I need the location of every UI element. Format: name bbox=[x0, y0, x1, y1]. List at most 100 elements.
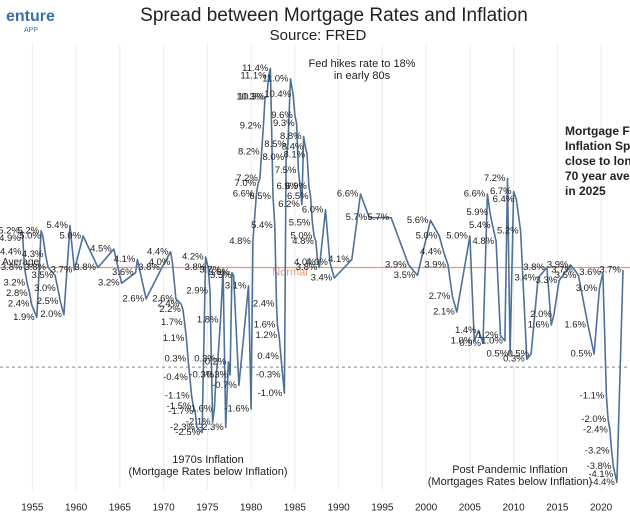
value-label: 2.7% bbox=[429, 291, 451, 302]
value-label: 2.6% bbox=[122, 293, 144, 304]
value-label: 1.0% bbox=[481, 335, 503, 346]
value-label: -1.1% bbox=[580, 390, 605, 401]
value-label: 4.4% bbox=[147, 246, 169, 257]
value-label: 1.6% bbox=[528, 320, 550, 331]
value-label: 0.2% bbox=[205, 356, 227, 367]
value-label: -3.2% bbox=[585, 445, 610, 456]
x-tick-label: 1970 bbox=[153, 503, 176, 514]
value-label: 2.0% bbox=[530, 309, 552, 320]
value-label: 3.9% bbox=[385, 259, 407, 270]
value-label: 0.5% bbox=[507, 348, 529, 359]
value-label: 4.0% bbox=[294, 257, 316, 268]
value-label: 3.8% bbox=[296, 262, 318, 273]
value-label: -2.1% bbox=[186, 417, 211, 428]
value-label: 4.1% bbox=[328, 254, 350, 265]
value-label: 3.5% bbox=[394, 270, 416, 281]
value-label: 1.2% bbox=[477, 330, 499, 341]
x-tick-label: 1995 bbox=[371, 503, 394, 514]
value-label: 9.3% bbox=[273, 118, 295, 129]
value-label: 4.0% bbox=[149, 257, 171, 268]
value-label: 3.2% bbox=[98, 278, 120, 289]
value-label: 3.7% bbox=[599, 265, 621, 276]
x-tick-label: 2010 bbox=[503, 503, 526, 514]
value-label: -4.4% bbox=[590, 477, 615, 488]
value-label: 3.7% bbox=[51, 265, 73, 276]
annotation: close to lon bbox=[565, 154, 630, 168]
value-label: -3.8% bbox=[587, 461, 612, 472]
value-label: 0.3% bbox=[194, 354, 216, 365]
value-label: -1.0% bbox=[258, 388, 283, 399]
value-label: 5.2% bbox=[497, 225, 519, 236]
x-tick-label: 2000 bbox=[415, 503, 438, 514]
value-label: -4.1% bbox=[588, 469, 613, 480]
value-label: 3.8% bbox=[1, 262, 23, 273]
annotation: Inflation Sp bbox=[565, 139, 630, 153]
value-label: 4.3% bbox=[22, 249, 44, 260]
value-label: 1.8% bbox=[197, 314, 219, 325]
value-label: 0.9% bbox=[459, 338, 481, 349]
value-label: 3.9% bbox=[547, 259, 569, 270]
value-label: -1.5% bbox=[167, 401, 192, 412]
value-label: 8.4% bbox=[282, 141, 304, 152]
value-label: 4.2% bbox=[182, 252, 204, 263]
annotation: (Mortgages Rates below Inflation) bbox=[428, 476, 592, 488]
annotation: Post Pandemic Inflation bbox=[452, 464, 568, 476]
x-tick-label: 1985 bbox=[284, 503, 307, 514]
value-label: 2.9% bbox=[186, 286, 208, 297]
annotation: 1970s Inflation bbox=[172, 454, 244, 466]
average-note: Normal bbox=[272, 266, 307, 278]
annotation: in 2025 bbox=[565, 184, 606, 198]
x-tick-label: 2020 bbox=[590, 503, 613, 514]
logo: enture bbox=[6, 8, 55, 25]
value-label: 5.9% bbox=[466, 207, 488, 218]
value-label: 6.6% bbox=[337, 189, 359, 200]
value-label: 6.7% bbox=[490, 186, 512, 197]
value-label: 5.2% bbox=[0, 225, 20, 236]
value-label: 8.8% bbox=[280, 131, 302, 142]
value-label: 4.0% bbox=[306, 257, 328, 268]
value-label: 0.5% bbox=[570, 348, 592, 359]
value-label: 4.8% bbox=[292, 236, 314, 247]
value-label: 5.7% bbox=[346, 212, 368, 223]
value-label: 1.6% bbox=[564, 320, 586, 331]
annotation: (Mortgage Rates below Inflation) bbox=[129, 466, 288, 478]
value-label: 2.4% bbox=[8, 299, 30, 310]
value-label: 5.0% bbox=[446, 231, 468, 242]
value-label: 5.0% bbox=[416, 231, 438, 242]
annotation: Mortgage F bbox=[565, 124, 630, 138]
value-label: 3.8% bbox=[523, 262, 545, 273]
value-label: 6.6% bbox=[464, 189, 486, 200]
value-label: 10.3% bbox=[236, 92, 263, 103]
value-label: 2.5% bbox=[37, 296, 59, 307]
value-label: 3.4% bbox=[514, 272, 536, 283]
value-label: 1.0% bbox=[451, 335, 473, 346]
value-label: 8.5% bbox=[264, 139, 286, 150]
value-label: 4.5% bbox=[90, 244, 112, 255]
value-label: 8.2% bbox=[238, 147, 260, 158]
value-label: -1.7% bbox=[168, 406, 193, 417]
value-label: 5.5% bbox=[289, 217, 311, 228]
value-label: 6.0% bbox=[302, 204, 324, 215]
x-tick-label: 1955 bbox=[21, 503, 44, 514]
value-label: 5.7% bbox=[367, 212, 389, 223]
value-label: 6.5% bbox=[249, 191, 271, 202]
value-label: 4.9% bbox=[0, 233, 21, 244]
value-label: 5.2% bbox=[17, 225, 39, 236]
value-label: 6.9% bbox=[285, 181, 307, 192]
value-label: -0.3% bbox=[203, 369, 228, 380]
value-label: 8.0% bbox=[262, 152, 284, 163]
value-label: 3.9% bbox=[424, 259, 446, 270]
value-label: 3.0% bbox=[34, 283, 56, 294]
value-label: 6.2% bbox=[278, 199, 300, 210]
value-label: 6.9% bbox=[276, 181, 298, 192]
value-label: 7.2% bbox=[484, 173, 506, 184]
annotation: Fed hikes rate to 18% bbox=[308, 58, 415, 70]
value-label: 8.1% bbox=[283, 149, 305, 160]
value-label: 5.0% bbox=[19, 231, 41, 242]
value-label: -0.3% bbox=[256, 369, 281, 380]
value-label: 3.6% bbox=[208, 267, 230, 278]
annotation: in early 80s bbox=[334, 70, 391, 82]
value-label: -2.0% bbox=[581, 414, 606, 425]
value-label: 1.9% bbox=[13, 312, 35, 323]
value-label: 0.4% bbox=[257, 351, 279, 362]
